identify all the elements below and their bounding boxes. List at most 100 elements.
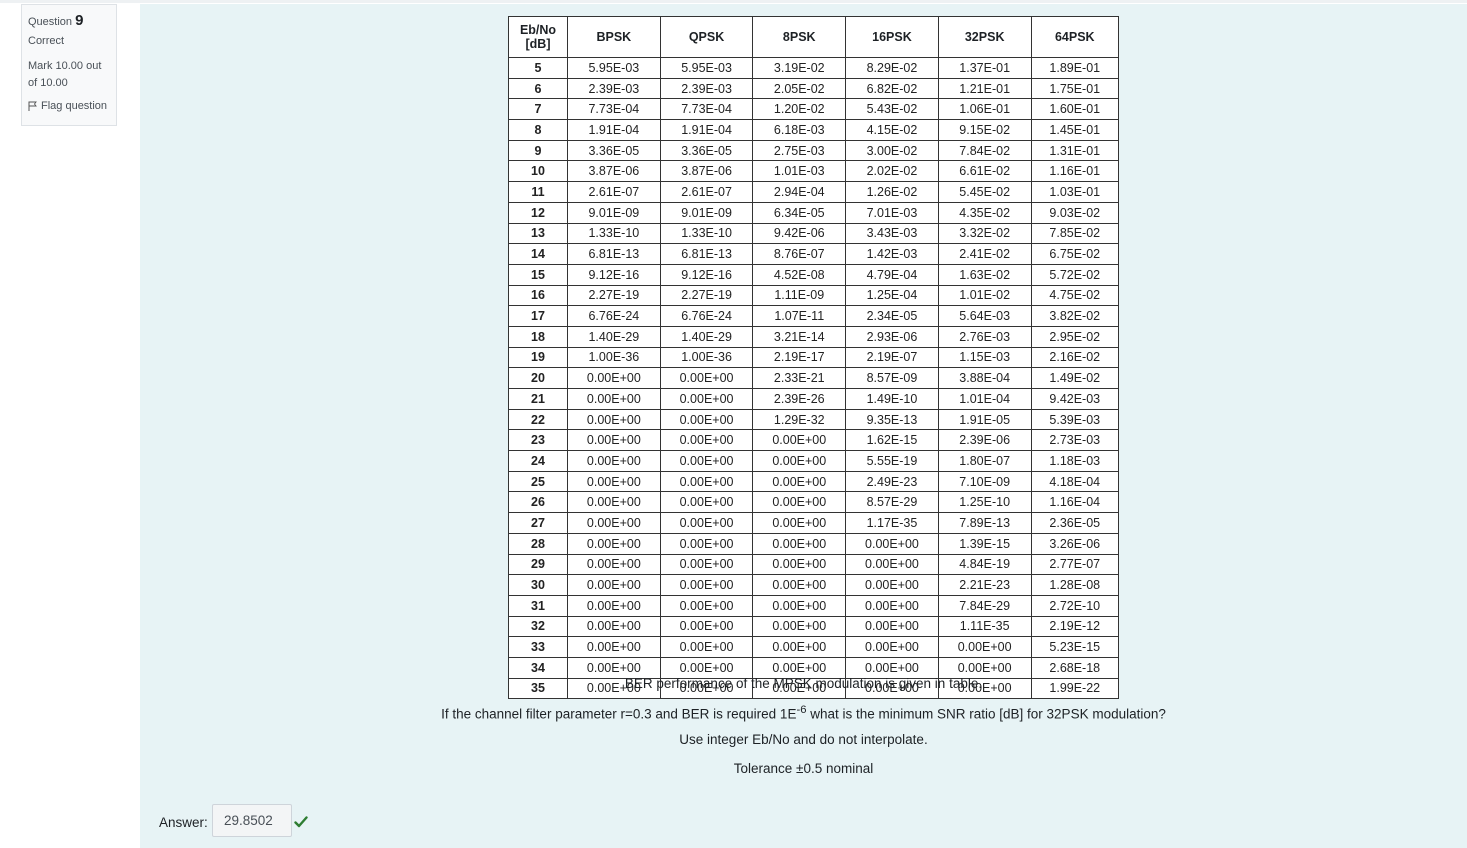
ebno-cell: 22: [508, 408, 568, 431]
ber-cell: 6.82E-02: [845, 77, 939, 100]
answer-input[interactable]: [212, 804, 292, 837]
ber-cell: 1.11E-35: [937, 615, 1032, 638]
ber-cell: 7.73E-04: [567, 98, 661, 121]
ber-cell: 0.00E+00: [659, 388, 754, 410]
question-text-line2: If the channel filter parameter r=0.3 an…: [140, 704, 1467, 722]
question-content: Eb/No [dB] BPSK QPSK 8PSK 16PSK 32PSK 64PSK 5 5.…: [140, 4, 1467, 848]
flag-question-link[interactable]: Flag question: [28, 100, 116, 112]
table-row: 8 1.91E-04 1.91E-04 6.18E-03 4.15E-02 9.15E-0…: [508, 119, 1120, 141]
ber-cell: 2.95E-02: [1030, 325, 1120, 348]
ber-cell: 0.00E+00: [567, 367, 661, 389]
ber-cell: 0.00E+00: [937, 636, 1032, 658]
ber-cell: 3.88E-04: [937, 367, 1032, 389]
ber-cell: 2.33E-21: [752, 367, 847, 389]
ber-cell: 1.07E-11: [752, 305, 847, 327]
ber-cell: 1.18E-03: [1030, 450, 1120, 472]
ber-cell: 3.00E-02: [845, 139, 939, 162]
ber-cell: 1.01E-04: [937, 388, 1032, 410]
ber-cell: 0.00E+00: [659, 512, 754, 534]
ber-cell: 1.91E-04: [567, 119, 661, 141]
ber-cell: 3.26E-06: [1030, 532, 1120, 555]
table-row: 22 0.00E+00 0.00E+00 1.29E-32 9.35E-13 1.91E-…: [508, 408, 1120, 431]
ber-cell: 1.49E-02: [1030, 367, 1120, 389]
ber-cell: 2.73E-03: [1030, 429, 1120, 452]
ebno-cell: 15: [508, 263, 568, 286]
table-row: 6 2.39E-03 2.39E-03 2.05E-02 6.82E-02 1.21E-0…: [508, 77, 1120, 100]
ber-cell: 3.21E-14: [752, 325, 847, 348]
ber-cell: 2.39E-06: [937, 429, 1032, 452]
ber-table-head: Eb/No [dB] BPSK QPSK 8PSK 16PSK 32PSK 64PSK: [508, 16, 1120, 58]
table-row: 18 1.40E-29 1.40E-29 3.21E-14 2.93E-06 2.76E-…: [508, 325, 1120, 348]
table-row: 9 3.36E-05 3.36E-05 2.75E-03 3.00E-02 7.84E-0…: [508, 139, 1120, 162]
ber-cell: 3.19E-02: [752, 57, 847, 79]
ber-cell: 0.00E+00: [845, 574, 939, 596]
ber-cell: 0.00E+00: [659, 450, 754, 472]
ber-cell: 1.21E-01: [937, 77, 1032, 100]
ebno-cell: 7: [508, 98, 568, 121]
ber-cell: 0.00E+00: [659, 491, 754, 514]
ber-cell: 3.87E-06: [659, 160, 754, 183]
ebno-cell: 10: [508, 160, 568, 183]
ber-cell: 1.11E-09: [752, 284, 847, 307]
ber-cell: 2.93E-06: [845, 325, 939, 348]
ebno-cell: 5: [508, 57, 568, 79]
ber-cell: 2.49E-23: [845, 470, 939, 493]
ber-cell: 1.33E-10: [659, 222, 754, 245]
table-row: 29 0.00E+00 0.00E+00 0.00E+00 0.00E+00 4.84E-…: [508, 553, 1120, 576]
ber-cell: 0.00E+00: [752, 574, 847, 596]
ebno-cell: 19: [508, 346, 568, 369]
ber-cell: 3.43E-03: [845, 222, 939, 245]
ber-cell: 2.61E-07: [567, 181, 661, 203]
table-row: 14 6.81E-13 6.81E-13 8.76E-07 1.42E-03 2.41E-…: [508, 243, 1120, 265]
table-row: 10 3.87E-06 3.87E-06 1.01E-03 2.02E-02 6.61E-…: [508, 160, 1120, 183]
ber-cell: 1.91E-05: [937, 408, 1032, 431]
ebno-cell: 32: [508, 615, 568, 638]
ebno-cell: 16: [508, 284, 568, 307]
table-row: 26 0.00E+00 0.00E+00 0.00E+00 8.57E-29 1.25E-…: [508, 491, 1120, 514]
ebno-cell: 8: [508, 119, 568, 141]
ber-cell: 0.00E+00: [752, 491, 847, 514]
ber-cell: 2.19E-07: [845, 346, 939, 369]
ber-cell: 6.61E-02: [937, 160, 1032, 183]
column-header-16psk: 16PSK: [845, 16, 939, 58]
ber-cell: 7.10E-09: [937, 470, 1032, 493]
ber-cell: 9.35E-13: [845, 408, 939, 431]
ebno-cell: 31: [508, 594, 568, 617]
ebno-cell: 17: [508, 305, 568, 327]
ber-cell: 2.76E-03: [937, 325, 1032, 348]
ber-cell: 0.00E+00: [937, 677, 1032, 700]
ber-cell: 2.94E-04: [752, 181, 847, 203]
ber-cell: 1.89E-01: [1030, 57, 1120, 79]
ber-cell: 0.00E+00: [752, 532, 847, 555]
ber-cell: 1.39E-15: [937, 532, 1032, 555]
ber-cell: 0.00E+00: [752, 512, 847, 534]
ber-cell: 0.00E+00: [659, 532, 754, 555]
ber-cell: 9.42E-03: [1030, 388, 1120, 410]
ber-cell: 0.00E+00: [845, 656, 939, 679]
ebno-cell: 14: [508, 243, 568, 265]
question-text-line3: Use integer Eb/No and do not interpolate…: [679, 732, 928, 747]
ber-cell: 1.25E-10: [937, 491, 1032, 514]
ber-cell: 8.29E-02: [845, 57, 939, 79]
ber-cell: 0.00E+00: [845, 615, 939, 638]
ber-cell: 9.01E-09: [567, 201, 661, 224]
column-header-32psk: 32PSK: [937, 16, 1032, 58]
table-row: 7 7.73E-04 7.73E-04 1.20E-02 5.43E-02 1.06E-0…: [508, 98, 1120, 121]
ber-cell: 6.18E-03: [752, 119, 847, 141]
table-row: 31 0.00E+00 0.00E+00 0.00E+00 0.00E+00 7.84E-…: [508, 594, 1120, 617]
table-row: 11 2.61E-07 2.61E-07 2.94E-04 1.26E-02 5.45E-…: [508, 181, 1120, 203]
ber-cell: 1.99E-22: [1030, 677, 1120, 700]
ber-cell: 0.00E+00: [659, 408, 754, 431]
ber-cell: 0.00E+00: [659, 615, 754, 638]
question-text-line2-start: If the channel filter parameter r=0.3 an…: [441, 706, 797, 722]
ber-cell: 2.77E-07: [1030, 553, 1120, 576]
ber-cell: 2.16E-02: [1030, 346, 1120, 369]
ber-cell: 9.03E-02: [1030, 201, 1120, 224]
ber-cell: 4.75E-02: [1030, 284, 1120, 307]
ebno-cell: 25: [508, 470, 568, 493]
ber-cell: 5.55E-19: [845, 450, 939, 472]
table-row: 27 0.00E+00 0.00E+00 0.00E+00 1.17E-35 7.89E-…: [508, 512, 1120, 534]
ber-cell: 0.00E+00: [659, 594, 754, 617]
ber-cell: 1.00E-36: [567, 346, 661, 369]
ber-cell: 1.42E-03: [845, 243, 939, 265]
